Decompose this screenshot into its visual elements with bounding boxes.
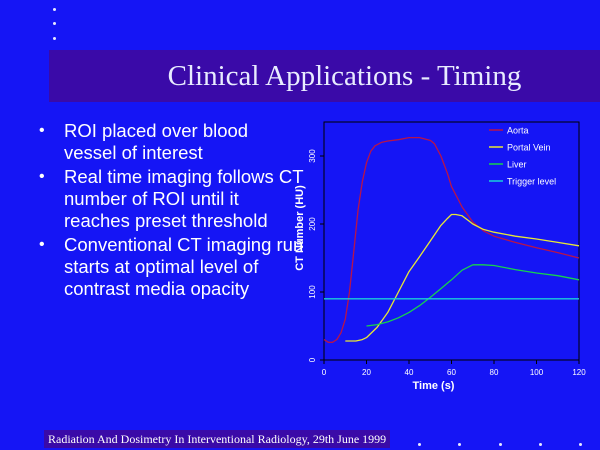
x-tick-label: 0 [322, 368, 327, 377]
bullet-item: • Conventional CT imaging run starts at … [34, 234, 304, 300]
decorative-dot [53, 8, 56, 11]
y-axis-label: CT Number (HU) [294, 185, 306, 271]
footer-citation: Radiation And Dosimetry In Interventiona… [44, 430, 391, 448]
y-tick-label: 200 [308, 217, 317, 231]
bullet-text: ROI placed over blood vessel of interest [64, 120, 249, 163]
plot-frame [323, 121, 580, 361]
bullet-text: Conventional CT imaging run starts at op… [64, 234, 304, 299]
y-tick-label: 0 [308, 357, 317, 362]
series-line-liver [366, 264, 580, 327]
bullet-list: • ROI placed over blood vessel of intere… [34, 120, 304, 302]
title-band [49, 50, 600, 102]
slide-title: Clinical Applications - Timing [167, 60, 522, 92]
ct-timing-chart: 0 20 40 60 80 100 120 0 100 200 300 Time (s) CT Numb… [294, 121, 586, 392]
y-tick-label: 100 [308, 285, 317, 299]
x-tick-label: 80 [490, 368, 499, 377]
bullet-text: Real time imaging follows CT number of R… [64, 166, 304, 231]
legend-label-aorta: Aorta [507, 126, 529, 136]
bullet-marker: • [39, 236, 45, 253]
decorative-dot [53, 22, 56, 25]
bullet-item: • Real time imaging follows CT number of… [34, 166, 304, 232]
x-tick-label: 20 [362, 368, 371, 377]
x-tick-label: 100 [530, 368, 544, 377]
legend-label-trigger-level: Trigger level [507, 177, 556, 187]
x-tick-label: 60 [447, 368, 456, 377]
series-line-portal-vein [345, 213, 580, 342]
x-tick-label: 120 [572, 368, 586, 377]
decorative-dot [458, 443, 461, 446]
decorative-dot [579, 443, 582, 446]
bullet-item: • ROI placed over blood vessel of intere… [34, 120, 304, 164]
y-tick-label: 300 [308, 149, 317, 163]
bullet-marker: • [39, 168, 45, 185]
decorative-dot [499, 443, 502, 446]
decorative-dot [53, 37, 56, 40]
legend-label-liver: Liver [507, 160, 527, 170]
x-axis-label: Time (s) [413, 380, 455, 392]
legend-label-portal-vein: Portal Vein [507, 143, 551, 153]
decorative-dot [418, 443, 421, 446]
series-line-aorta [323, 136, 580, 343]
decorative-dot [539, 443, 542, 446]
bullet-marker: • [39, 122, 45, 139]
x-tick-label: 40 [405, 368, 414, 377]
